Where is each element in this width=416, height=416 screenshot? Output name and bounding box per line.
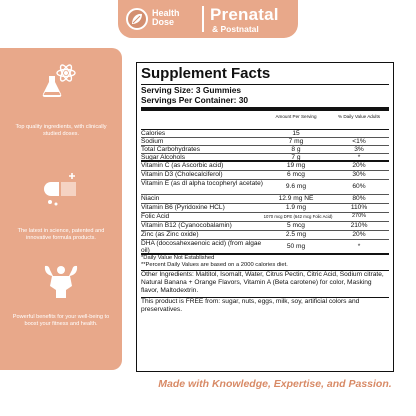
nutrient-name: Total Carbohydrates	[141, 146, 201, 153]
column-headers: Amount Per Serving % Daily Value Adults	[141, 111, 389, 129]
nutrient-name: Sugar Alcohols	[141, 154, 185, 161]
table-row: Niacin 12.9 mg NE 80%	[141, 195, 389, 204]
nutrient-name: Vitamin E (as dl alpha tocopheryl acetat…	[141, 180, 263, 187]
nutrient-name: Calories	[141, 130, 166, 137]
nutrient-amount: 9.6 mg	[285, 183, 307, 190]
nutrient-dv: 3%	[354, 146, 364, 153]
nutrient-amount: 7 g	[291, 154, 301, 161]
brand-tagline: Made with Knowledge, Expertise, and Pass…	[158, 378, 392, 390]
divider	[141, 297, 389, 298]
nutrient-amount: 7 mg	[288, 138, 304, 145]
leaf-icon	[126, 8, 148, 30]
logo-word-health: Health	[152, 8, 180, 18]
nutrient-dv: 80%	[352, 195, 366, 202]
nutrient-dv: 60%	[352, 183, 366, 190]
table-row: Zinc (as Zinc oxide) 2.5 mg 20%	[141, 231, 389, 240]
col-amount-header: Amount Per Serving	[275, 114, 317, 119]
nutrient-amount: 50 mg	[286, 243, 306, 250]
nutrient-amount: 2.5 mg	[285, 231, 307, 238]
header-banner	[118, 0, 298, 38]
servings-per-container: Servings Per Container: 30	[141, 95, 249, 105]
percent-dv-note: **Percent Daily Values are based on a 20…	[141, 262, 288, 268]
feature-text-benefits: Powerful benefits for your well-being to…	[12, 314, 110, 328]
nutrient-dv: *	[357, 243, 361, 250]
table-row: Vitamin B6 (Pyridoxine HCL) 1.9 mg 110%	[141, 204, 389, 213]
table-row: Total Carbohydrates 8 g 3%	[141, 146, 389, 154]
nutrient-name: Vitamin B12 (Cyanocobalamin)	[141, 222, 232, 229]
nutrient-name: Zinc (as Zinc oxide)	[141, 231, 199, 238]
nutrient-dv: 30%	[352, 171, 366, 178]
nutrient-dv: 20%	[352, 162, 366, 169]
nutrient-name: Niacin	[141, 195, 160, 202]
divider	[141, 84, 389, 85]
nutrient-name: Folic Acid	[141, 213, 170, 220]
nutrient-table: Calories 15 Sodium 7 mg <1% Total Carbohydr…	[141, 129, 389, 255]
product-subtitle: & Postnatal	[212, 24, 259, 34]
nutrient-amount: 15	[292, 130, 300, 137]
nutrient-name: Sodium	[141, 138, 164, 145]
nutrient-dv: 20%	[352, 231, 366, 238]
table-row: DHA (docosahexaenoic acid) (from algae o…	[141, 240, 389, 255]
nutrient-amount: 1.9 mg	[285, 204, 307, 211]
nutrient-amount: 5 mcg	[287, 222, 305, 229]
table-row: Sugar Alcohols 7 g *	[141, 154, 389, 162]
table-row: Vitamin C (as Ascorbic acid) 19 mg 20%	[141, 162, 389, 171]
divider	[141, 270, 389, 271]
thick-divider	[141, 107, 389, 111]
logo-word-dose: Dose	[152, 17, 175, 27]
nutrient-amount: 8 g	[291, 146, 301, 153]
header-divider	[202, 6, 204, 32]
table-row: Vitamin E (as dl alpha tocopheryl acetat…	[141, 180, 389, 195]
nutrient-dv: 210%	[350, 222, 368, 229]
table-row: Folic Acid 1070 mcg DFE (642 mcg Folic Ac…	[141, 213, 389, 222]
facts-title: Supplement Facts	[141, 65, 271, 82]
capsule-pill-icon	[42, 170, 80, 208]
supplement-facts-panel: Supplement Facts Serving Size: 3 Gummies…	[136, 62, 394, 372]
nutrient-amount: 1070 mcg DFE (642 mcg Folic Acid)	[263, 214, 333, 219]
nutrient-dv: *	[357, 154, 361, 161]
table-row: Vitamin B12 (Cyanocobalamin) 5 mcg 210%	[141, 222, 389, 231]
daily-value-note: *Daily Value Not Established	[141, 255, 215, 261]
other-ingredients: Other Ingredients: Maltitol, Isomalt, Wa…	[141, 271, 384, 294]
nutrient-amount: 12.9 mg NE	[278, 195, 314, 202]
table-row: Vitamin D3 (Cholecalciferol) 6 mcg 30%	[141, 171, 389, 180]
product-title: Prenatal	[210, 5, 279, 24]
nutrient-name: DHA (docosahexaenoic acid) (from algae o…	[141, 240, 262, 255]
nutrient-amount: 6 mcg	[287, 171, 305, 178]
nutrient-name: Vitamin C (as Ascorbic acid)	[141, 162, 224, 169]
nutrient-amount: 19 mg	[286, 162, 306, 169]
nutrient-dv: 270%	[351, 213, 367, 219]
feature-text-quality: Top quality ingredients, with clinically…	[15, 124, 107, 138]
table-row: Sodium 7 mg <1%	[141, 138, 389, 146]
table-row: Calories 15	[141, 130, 389, 138]
free-from-statement: This product is FREE from: sugar, nuts, …	[141, 298, 360, 313]
nutrient-name: Vitamin B6 (Pyridoxine HCL)	[141, 204, 225, 211]
col-dv-header: % Daily Value Adults	[337, 114, 381, 119]
features-sidebar: Top quality ingredients, with clinically…	[0, 48, 122, 370]
serving-size: Serving Size: 3 Gummies	[141, 85, 242, 95]
nutrient-name: Vitamin D3 (Cholecalciferol)	[141, 171, 223, 178]
flask-atom-icon	[42, 62, 80, 100]
feature-text-science: The latest in science, patented and inno…	[17, 228, 105, 242]
flexed-muscle-icon	[42, 262, 80, 300]
health-dose-logo: Health Dose	[126, 6, 198, 32]
nutrient-dv: <1%	[352, 138, 366, 145]
nutrient-dv: 110%	[350, 204, 368, 211]
